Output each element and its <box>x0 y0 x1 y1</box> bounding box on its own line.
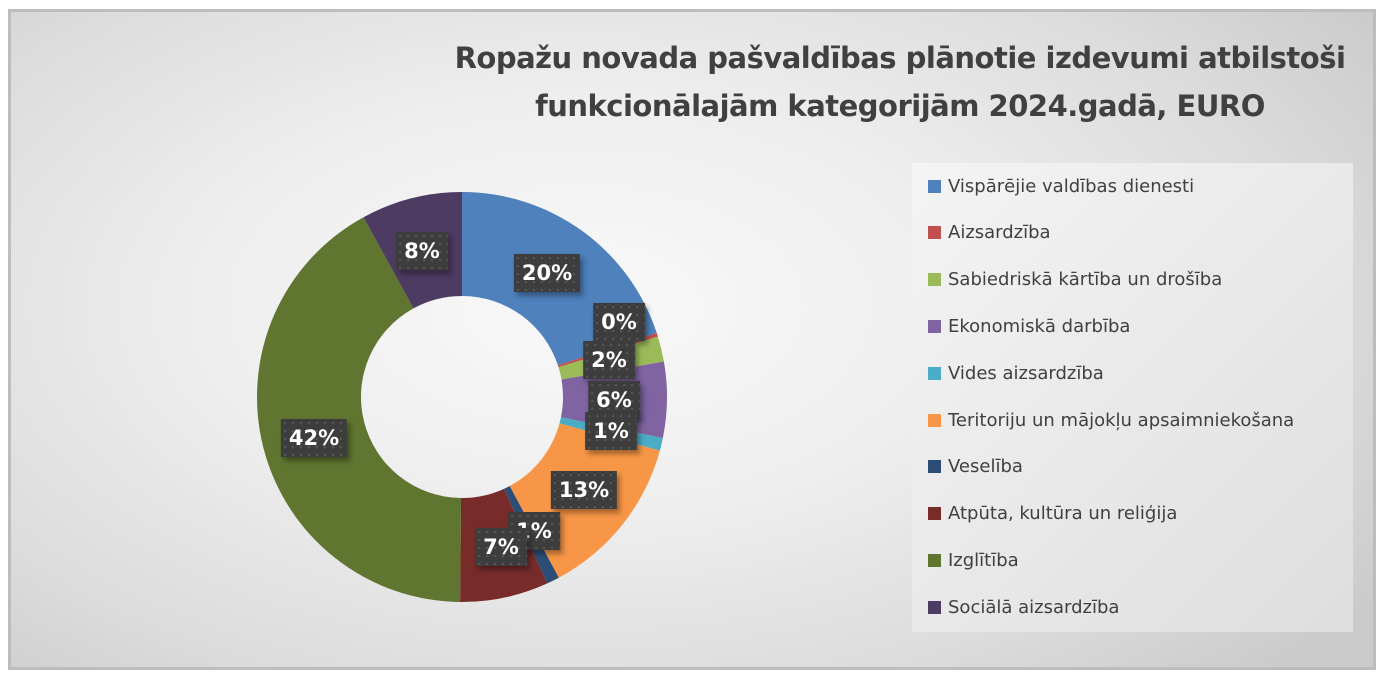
chart-title-line-1: Ropažu novada pašvaldības plānotie izdev… <box>454 41 1346 75</box>
legend-item: Vispārējie valdības dienesti <box>928 171 1194 201</box>
legend-label: Teritoriju un mājokļu apsaimniekošana <box>948 409 1295 431</box>
data-label: 8% <box>396 232 448 270</box>
legend-swatch <box>928 507 941 521</box>
data-label: 1% <box>585 412 637 450</box>
data-label: 2% <box>583 341 635 379</box>
legend-swatch <box>928 226 941 240</box>
legend-item: Teritoriju un mājokļu apsaimniekošana <box>928 405 1294 435</box>
legend-label: Sociālā aizsardzība <box>948 596 1120 618</box>
data-label: 20% <box>513 254 581 292</box>
legend-swatch <box>928 460 941 474</box>
data-label: 7% <box>475 528 527 566</box>
legend-label: Veselība <box>948 456 1023 478</box>
legend-swatch <box>928 553 941 567</box>
legend-swatch <box>928 600 941 614</box>
legend-label: Vides aizsardzība <box>948 362 1104 384</box>
legend-item: Sabiedriskā kārtība un drošība <box>928 265 1222 295</box>
chart-title: Ropažu novada pašvaldības plānotie izdev… <box>440 34 1360 130</box>
legend-label: Aizsardzība <box>948 222 1051 244</box>
donut-slice <box>256 217 462 602</box>
chart-title-line-2: funkcionālajām kategorijām 2024.gadā, EU… <box>535 89 1265 123</box>
legend-swatch <box>928 366 941 380</box>
data-label: 0% <box>593 303 645 341</box>
legend-label: Izglītība <box>948 549 1019 571</box>
legend-label: Ekonomiskā darbība <box>948 315 1131 337</box>
legend-item: Veselība <box>928 452 1023 482</box>
data-label: 42% <box>280 419 348 457</box>
legend-swatch <box>928 319 941 333</box>
legend-item: Atpūta, kultūra un reliģija <box>928 499 1177 529</box>
legend-label: Sabiedriskā kārtība un drošība <box>948 269 1223 291</box>
legend: Vispārējie valdības dienesti Aizsardzība S… <box>912 163 1353 632</box>
legend-item: Ekonomiskā darbība <box>928 311 1130 341</box>
legend-swatch <box>928 179 941 193</box>
legend-item: Izglītība <box>928 545 1019 575</box>
legend-item: Sociālā aizsardzība <box>928 592 1119 622</box>
legend-item: Aizsardzība <box>928 218 1051 248</box>
legend-swatch <box>928 273 941 287</box>
legend-swatch <box>928 413 941 427</box>
data-label: 13% <box>550 471 618 509</box>
legend-label: Atpūta, kultūra un reliģija <box>948 503 1178 525</box>
legend-label: Vispārējie valdības dienesti <box>948 175 1195 197</box>
legend-item: Vides aizsardzība <box>928 358 1104 388</box>
